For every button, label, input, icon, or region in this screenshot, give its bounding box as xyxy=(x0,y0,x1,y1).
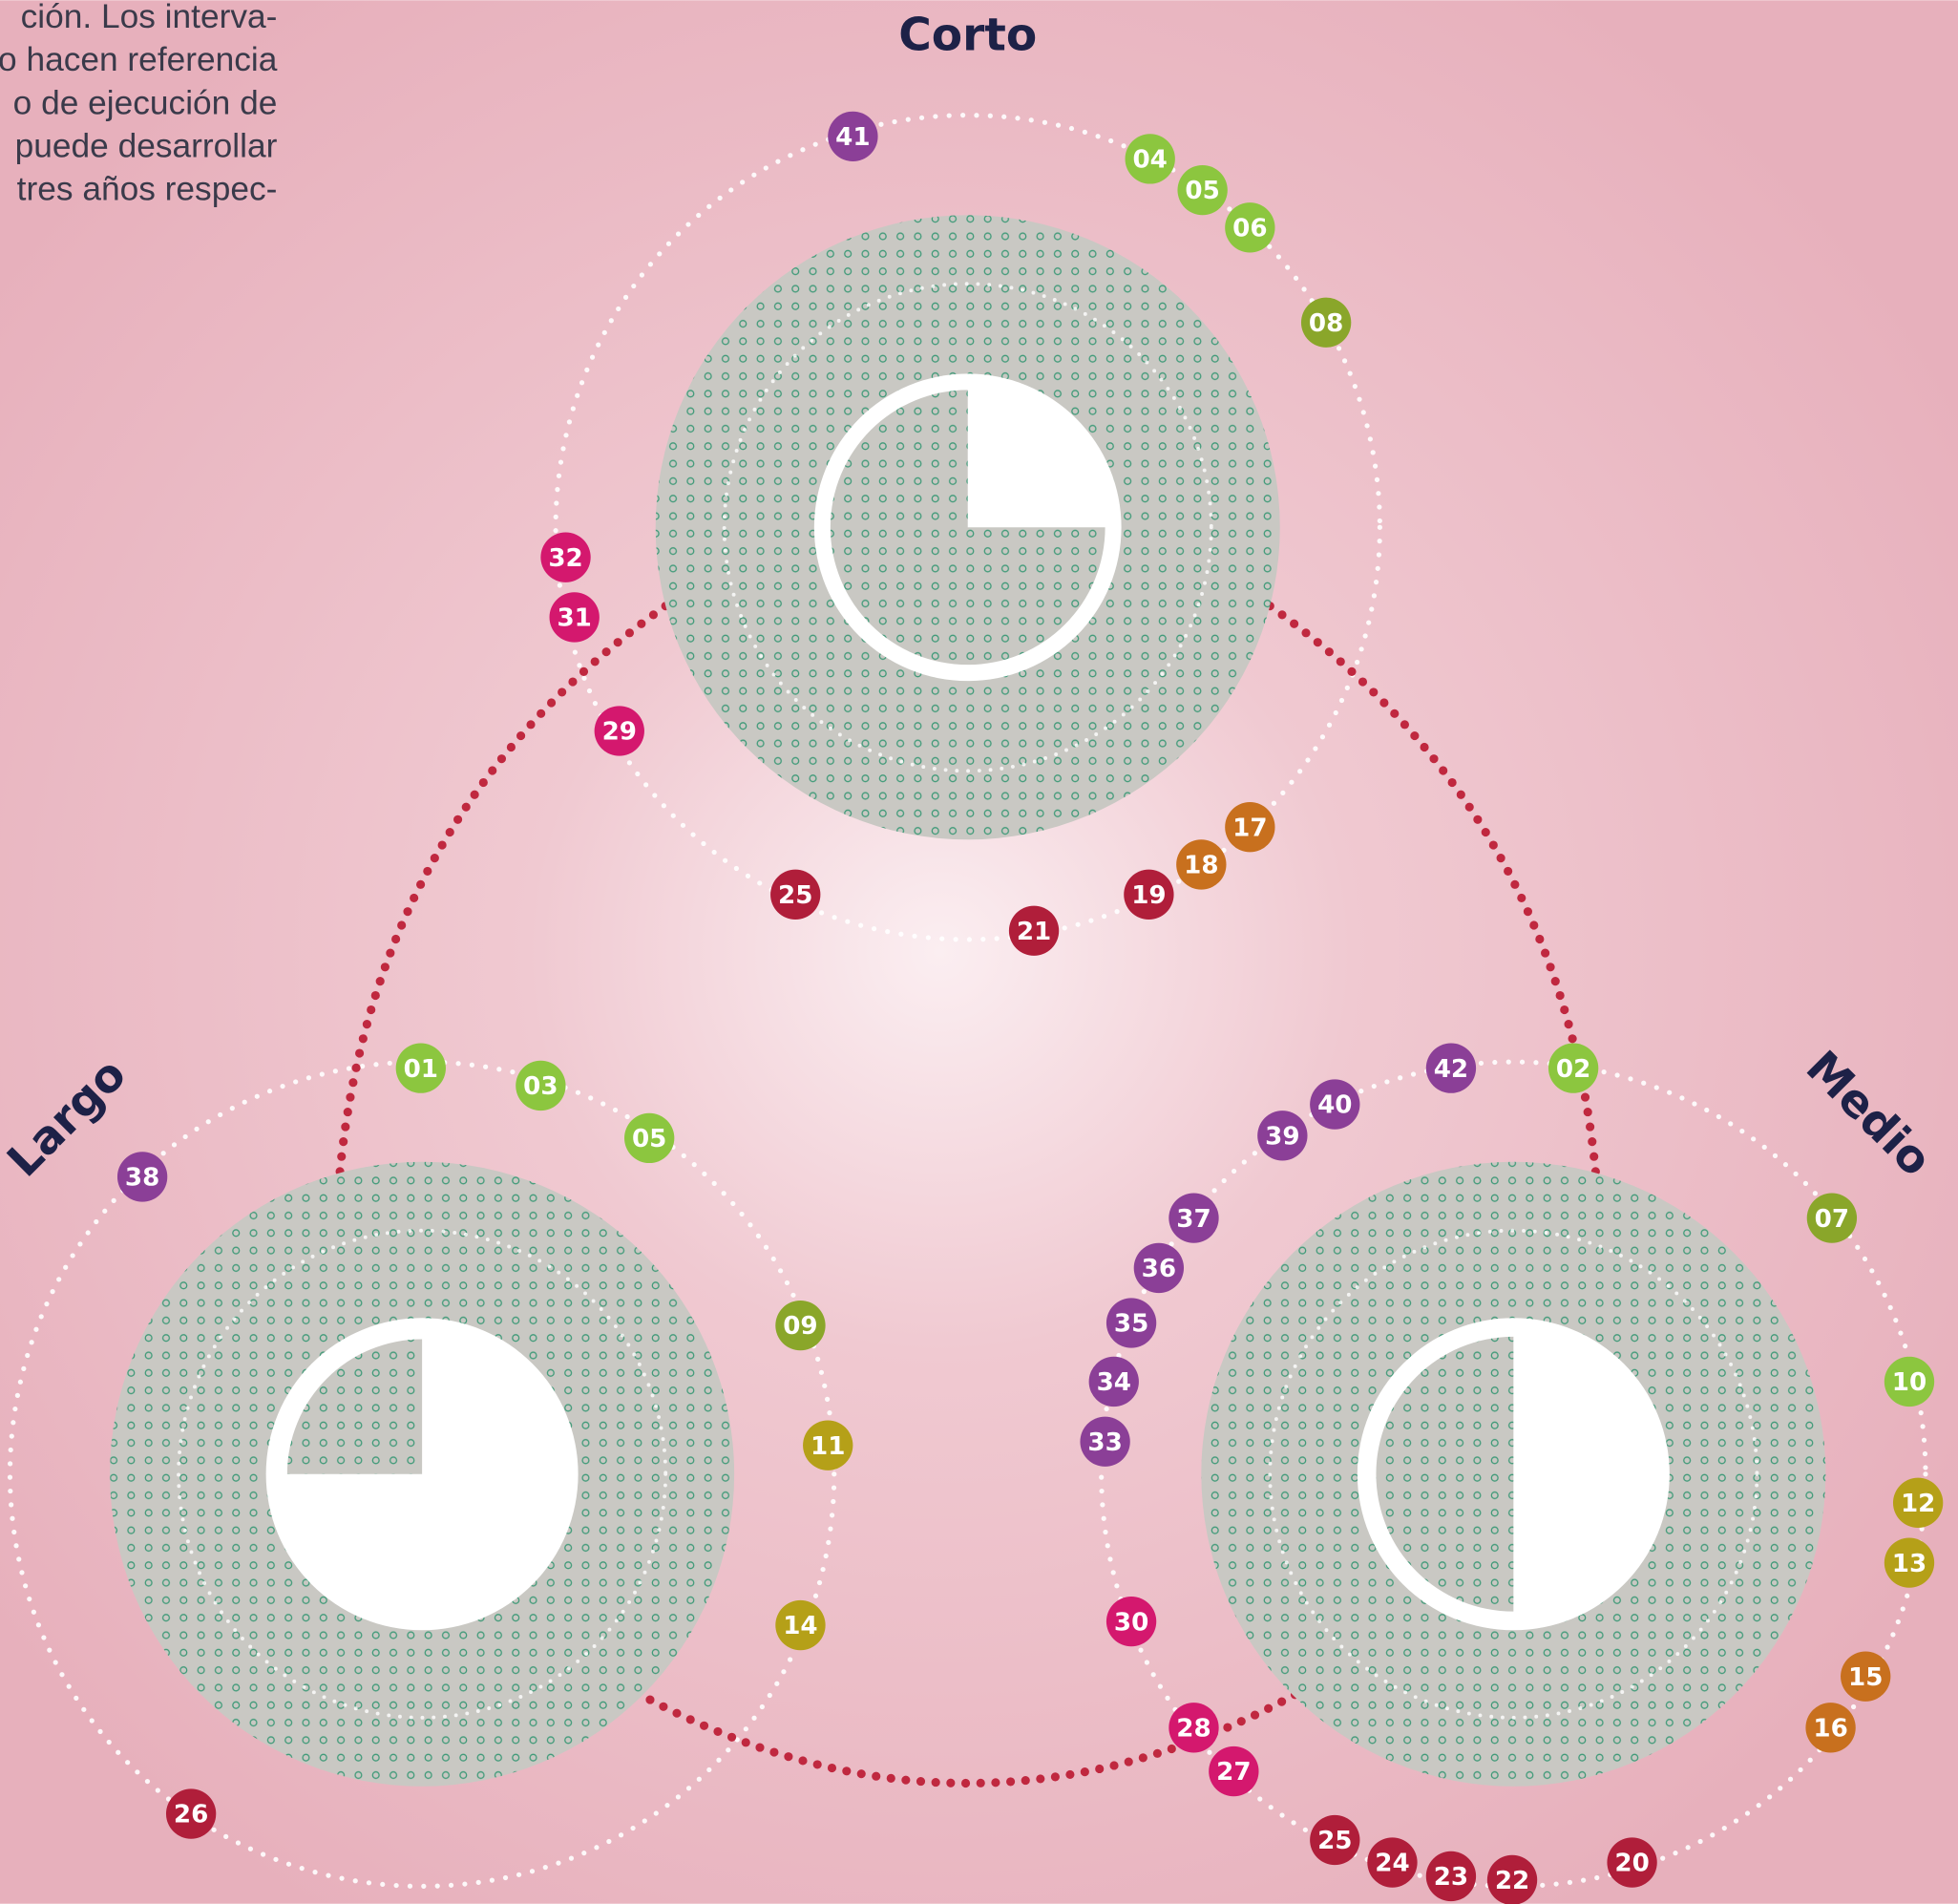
marker-label: 40 xyxy=(1317,1091,1352,1120)
marker-label: 18 xyxy=(1184,852,1218,880)
clock-long xyxy=(266,1318,579,1630)
marker: 25 xyxy=(1310,1815,1359,1865)
marker: 32 xyxy=(540,533,590,582)
marker: 23 xyxy=(1426,1851,1476,1901)
marker-label: 15 xyxy=(1848,1663,1883,1692)
marker: 03 xyxy=(516,1061,565,1111)
marker: 20 xyxy=(1607,1837,1656,1887)
marker: 39 xyxy=(1257,1111,1307,1160)
marker-label: 04 xyxy=(1132,146,1167,175)
marker-label: 28 xyxy=(1176,1714,1211,1743)
marker: 11 xyxy=(803,1421,853,1470)
diagram: ción. Los interva-o hacen referencia o de… xyxy=(0,0,1958,1904)
marker: 09 xyxy=(775,1301,825,1350)
marker: 05 xyxy=(1177,165,1227,215)
marker: 34 xyxy=(1089,1357,1139,1407)
marker-label: 08 xyxy=(1309,309,1343,338)
marker: 31 xyxy=(550,592,600,642)
marker-label: 34 xyxy=(1097,1368,1131,1397)
marker: 41 xyxy=(828,112,877,161)
marker-label: 25 xyxy=(1317,1827,1352,1855)
marker-label: 22 xyxy=(1495,1867,1529,1895)
marker-label: 29 xyxy=(602,718,637,747)
marker-label: 07 xyxy=(1815,1205,1849,1234)
marker: 07 xyxy=(1807,1193,1857,1242)
marker-label: 06 xyxy=(1232,214,1267,243)
intro-text: ción. Los interva-o hacen referencia o de… xyxy=(0,0,278,208)
marker: 12 xyxy=(1893,1478,1943,1528)
marker: 38 xyxy=(117,1152,167,1201)
intro-line: ción. Los interva- xyxy=(21,0,278,35)
marker: 30 xyxy=(1106,1597,1156,1646)
marker-label: 12 xyxy=(1901,1490,1935,1518)
marker: 22 xyxy=(1487,1855,1537,1904)
marker: 01 xyxy=(396,1043,446,1092)
marker: 42 xyxy=(1426,1043,1476,1092)
marker-label: 20 xyxy=(1614,1850,1649,1878)
marker: 29 xyxy=(595,706,644,755)
marker-label: 30 xyxy=(1114,1608,1148,1637)
marker: 24 xyxy=(1367,1837,1417,1887)
marker-label: 32 xyxy=(548,544,582,573)
marker: 28 xyxy=(1168,1703,1218,1752)
marker: 08 xyxy=(1301,298,1351,348)
marker: 06 xyxy=(1225,202,1274,252)
marker-label: 16 xyxy=(1813,1714,1847,1743)
marker-label: 14 xyxy=(783,1612,817,1640)
marker-label: 31 xyxy=(557,604,591,633)
marker: 19 xyxy=(1124,870,1173,920)
marker-label: 24 xyxy=(1375,1850,1409,1878)
marker-label: 21 xyxy=(1017,918,1051,946)
marker-label: 26 xyxy=(174,1801,208,1830)
marker-label: 37 xyxy=(1176,1205,1211,1234)
marker-label: 42 xyxy=(1434,1055,1468,1084)
marker-label: 11 xyxy=(811,1432,845,1461)
marker: 26 xyxy=(166,1788,216,1838)
marker-label: 39 xyxy=(1265,1122,1299,1151)
marker-label: 35 xyxy=(1114,1310,1148,1339)
marker: 04 xyxy=(1126,134,1175,183)
marker-label: 13 xyxy=(1892,1550,1926,1578)
intro-line: o de ejecución de xyxy=(13,84,278,121)
marker-label: 09 xyxy=(783,1312,817,1341)
marker: 18 xyxy=(1176,839,1226,889)
marker: 05 xyxy=(624,1113,674,1163)
intro-line: o hacen referencia xyxy=(0,41,278,78)
marker-label: 05 xyxy=(632,1125,666,1153)
marker-label: 27 xyxy=(1216,1758,1251,1787)
marker-label: 02 xyxy=(1556,1055,1590,1084)
marker: 25 xyxy=(770,870,820,920)
clock-short xyxy=(814,373,1122,681)
marker-label: 38 xyxy=(125,1164,159,1193)
marker-label: 19 xyxy=(1131,881,1166,910)
marker: 35 xyxy=(1106,1298,1156,1347)
marker: 16 xyxy=(1805,1703,1855,1752)
marker: 17 xyxy=(1225,802,1274,852)
marker: 40 xyxy=(1310,1079,1359,1129)
marker-label: 10 xyxy=(1892,1368,1926,1397)
intro-line: puede desarrollar xyxy=(15,127,278,164)
marker: 10 xyxy=(1884,1357,1934,1407)
marker: 13 xyxy=(1884,1537,1934,1587)
marker-label: 41 xyxy=(835,123,870,152)
marker: 36 xyxy=(1134,1243,1184,1293)
marker: 21 xyxy=(1009,906,1059,956)
marker-label: 01 xyxy=(404,1055,438,1084)
marker: 37 xyxy=(1168,1193,1218,1242)
marker-label: 25 xyxy=(778,881,812,910)
marker: 15 xyxy=(1841,1652,1890,1702)
marker: 14 xyxy=(775,1600,825,1650)
clock-medium xyxy=(1358,1318,1670,1630)
marker: 27 xyxy=(1209,1746,1258,1796)
marker: 33 xyxy=(1080,1417,1129,1467)
marker-label: 03 xyxy=(523,1072,558,1101)
marker-label: 23 xyxy=(1434,1863,1468,1892)
marker-label: 17 xyxy=(1232,814,1267,842)
intro-line: tres años respec- xyxy=(17,171,278,208)
marker-label: 33 xyxy=(1087,1428,1122,1457)
label-short: Corto xyxy=(898,10,1037,62)
marker: 02 xyxy=(1548,1043,1598,1092)
marker-label: 05 xyxy=(1185,177,1219,205)
marker-label: 36 xyxy=(1142,1255,1176,1283)
